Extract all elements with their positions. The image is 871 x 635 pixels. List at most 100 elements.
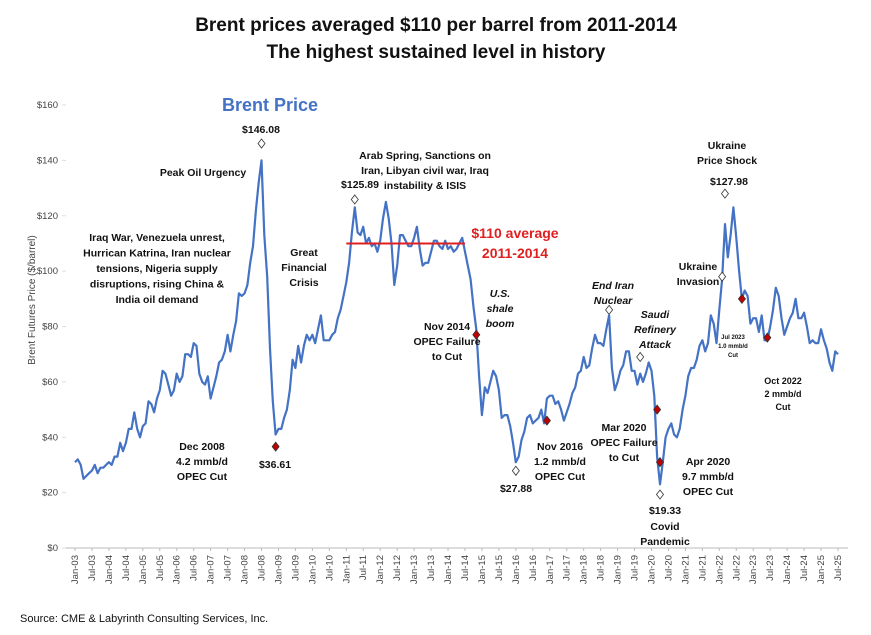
annotation: OPEC Failure (413, 336, 480, 348)
x-tick-label: Jul-09 (290, 555, 301, 581)
x-tick-label: Jan-17 (545, 555, 556, 584)
annotation: Oct 2022 (764, 376, 802, 386)
x-tick-label: Jan-03 (70, 555, 81, 584)
annotation: Hurrican Katrina, Iran nuclear (83, 248, 231, 260)
marker-label: $127.98 (710, 176, 748, 188)
marker (542, 415, 551, 426)
annotation: Attack (638, 339, 672, 351)
annotation: Dec 2008 (179, 441, 225, 453)
marker-label: $146.08 (242, 124, 280, 136)
marker (257, 138, 266, 149)
source: Source: CME & Labyrinth Consulting Servi… (20, 613, 268, 625)
x-tick-label: Jul-16 (528, 555, 539, 581)
average-label: $110 average (471, 225, 558, 241)
annotation: Price Shock (697, 155, 757, 167)
annotation: 1.2 mmb/d (534, 456, 586, 468)
y-tick-label: $40 (42, 432, 58, 443)
annotation: Saudi (641, 309, 671, 321)
marker-label: $27.88 (500, 483, 532, 495)
y-tick-label: $140 (37, 155, 58, 166)
annotation: Ukraine (679, 261, 718, 273)
y-tick-label: $120 (37, 211, 58, 222)
price-line (74, 159, 839, 486)
x-tick-label: Jul-12 (392, 555, 403, 581)
annotation: Iran, Libyan civil war, Iraq (361, 165, 489, 177)
x-tick-label: Jul-04 (121, 555, 132, 581)
x-tick-label: Jan-25 (816, 555, 827, 584)
y-tick-label: $100 (37, 266, 58, 277)
x-tick-label: Jul-05 (155, 555, 166, 581)
x-tick-label: Jan-11 (341, 555, 352, 583)
average-label: 2011-2014 (482, 245, 548, 261)
annotation: Refinery (634, 324, 677, 336)
annotation: Pandemic (640, 536, 690, 548)
annotation: Cut (728, 353, 738, 359)
x-tick-label: Jul-08 (257, 555, 268, 581)
annotation: U.S. (490, 288, 511, 300)
annotation: OPEC Cut (177, 471, 228, 483)
x-tick-label: Jul-24 (799, 555, 810, 581)
marker (636, 351, 645, 363)
x-tick-label: Jan-24 (782, 555, 793, 584)
annotation: 1.0 mmb/d (718, 344, 748, 350)
x-tick-label: Jan-07 (206, 555, 217, 584)
x-tick-label: Jan-21 (680, 555, 691, 584)
marker-label: $125.89 (341, 179, 379, 191)
annotation: Ukraine (708, 140, 747, 152)
y-tick-label: $80 (42, 322, 58, 333)
x-tick-label: Jul-15 (494, 555, 505, 581)
x-tick-label: Jan-05 (138, 555, 149, 584)
annotation: OPEC Cut (683, 486, 734, 498)
x-tick-label: Jan-08 (240, 555, 251, 584)
marker (737, 293, 746, 304)
x-tick-label: Jan-22 (714, 555, 725, 584)
x-tick-label: Jan-18 (579, 555, 590, 584)
x-tick-label: Jul-13 (426, 555, 437, 581)
annotation: Iraq War, Venezuela unrest, (89, 232, 225, 244)
chart-title: Brent prices averaged $110 per barrel fr… (195, 15, 677, 36)
x-tick-label: Jul-21 (697, 555, 708, 581)
marker (350, 194, 359, 205)
x-tick-label: Jan-09 (273, 555, 284, 584)
x-tick-label: Jul-11 (358, 555, 369, 580)
annotation: 9.7 mmb/d (682, 471, 734, 483)
annotation: Great (290, 247, 318, 259)
annotation: OPEC Cut (535, 471, 586, 483)
annotation: India oil demand (116, 294, 199, 306)
x-tick-label: Jul-03 (87, 555, 98, 581)
annotation: tensions, Nigeria supply (96, 263, 218, 275)
annotation: Mar 2020 (602, 422, 647, 434)
marker (511, 465, 520, 476)
y-tick-label: $160 (37, 100, 58, 111)
marker (655, 489, 664, 500)
annotation: End Iran (592, 280, 634, 292)
marker (655, 457, 664, 468)
legend-label: Brent Price (222, 95, 318, 115)
annotation: 2 mmb/d (764, 389, 801, 399)
x-tick-label: Jul-10 (324, 555, 335, 581)
annotation: to Cut (432, 351, 463, 363)
y-tick-label: $60 (42, 377, 58, 388)
x-tick-label: Jan-20 (646, 555, 657, 584)
annotation: Arab Spring, Sanctions on (359, 150, 491, 162)
x-tick-label: Jul-22 (731, 555, 742, 581)
y-tick-label: $0 (47, 543, 58, 554)
y-tick-label: $20 (42, 488, 58, 499)
x-tick-label: Jan-12 (375, 555, 386, 584)
y-axis-label: Brent Futures Price ($/barrel) (27, 235, 38, 365)
annotation: Peak Oil Urgency (160, 167, 247, 179)
annotation: Nov 2016 (537, 441, 583, 453)
marker (271, 441, 280, 452)
annotation: Cut (776, 402, 791, 412)
x-tick-label: Jan-06 (172, 555, 183, 584)
annotation: boom (486, 318, 515, 330)
x-tick-label: Jan-23 (748, 555, 759, 584)
annotation: Apr 2020 (686, 456, 731, 468)
x-tick-label: Jan-14 (443, 555, 454, 584)
x-tick-label: Jul-07 (223, 555, 234, 581)
x-tick-label: Jul-14 (460, 555, 471, 581)
annotation: 4.2 mmb/d (176, 456, 228, 468)
marker (763, 332, 772, 343)
marker (720, 188, 729, 199)
